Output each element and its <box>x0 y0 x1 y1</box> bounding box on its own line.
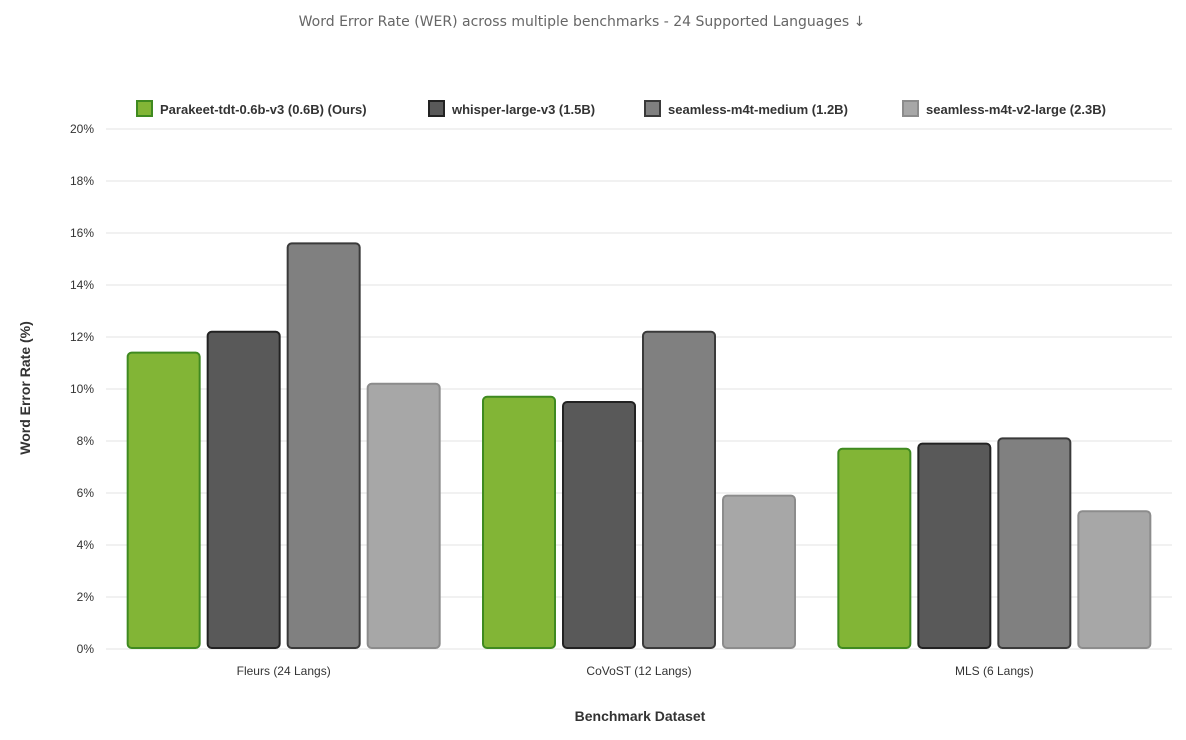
gridlines <box>106 128 1172 650</box>
y-axis-label: Word Error Rate (%) <box>17 321 33 455</box>
y-tick-label: 14% <box>70 278 94 292</box>
bar <box>126 351 201 649</box>
bar <box>722 494 796 649</box>
y-tick-label: 18% <box>70 174 94 188</box>
y-tick-label: 6% <box>77 486 95 500</box>
legend-swatch <box>428 100 445 117</box>
bar <box>482 395 556 649</box>
y-tick-label: 10% <box>70 382 94 396</box>
chart-title: Word Error Rate (WER) across multiple be… <box>299 14 866 30</box>
legend: Parakeet-tdt-0.6b-v3 (0.6B) (Ours) whispe… <box>136 100 1106 117</box>
legend-label: seamless-m4t-v2-large (2.3B) <box>926 102 1106 117</box>
bar <box>837 447 912 649</box>
legend-label: seamless-m4t-medium (1.2B) <box>668 102 848 117</box>
y-tick-label: 2% <box>77 590 95 604</box>
legend-label: Parakeet-tdt-0.6b-v3 (0.6B) (Ours) <box>160 102 367 117</box>
bar <box>917 442 992 649</box>
bar <box>997 437 1072 649</box>
x-axis-ticks: Fleurs (24 Langs) CoVoST (12 Langs) MLS (6… <box>237 664 1034 678</box>
y-tick-label: 16% <box>70 226 94 240</box>
y-tick-label: 4% <box>77 538 95 552</box>
x-tick-label: Fleurs (24 Langs) <box>237 664 331 678</box>
bar <box>1077 510 1152 650</box>
y-axis-ticks: 0% 2% 4% 6% 8% 10% 12% 14% 16% 18% 20% <box>70 122 94 656</box>
bar <box>642 330 716 649</box>
legend-swatch <box>902 100 919 117</box>
bars <box>126 242 1152 650</box>
x-tick-label: CoVoST (12 Langs) <box>586 664 691 678</box>
y-tick-label: 0% <box>77 642 95 656</box>
x-axis-label: Benchmark Dataset <box>575 708 706 724</box>
legend-swatch <box>644 100 661 117</box>
y-tick-label: 20% <box>70 122 94 136</box>
x-tick-label: MLS (6 Langs) <box>955 664 1034 678</box>
bar <box>286 242 361 649</box>
bar <box>562 401 636 649</box>
y-tick-label: 12% <box>70 330 94 344</box>
y-tick-label: 8% <box>77 434 95 448</box>
bar <box>206 330 281 649</box>
legend-swatch <box>136 100 153 117</box>
bar <box>366 382 441 649</box>
legend-label: whisper-large-v3 (1.5B) <box>451 102 595 117</box>
